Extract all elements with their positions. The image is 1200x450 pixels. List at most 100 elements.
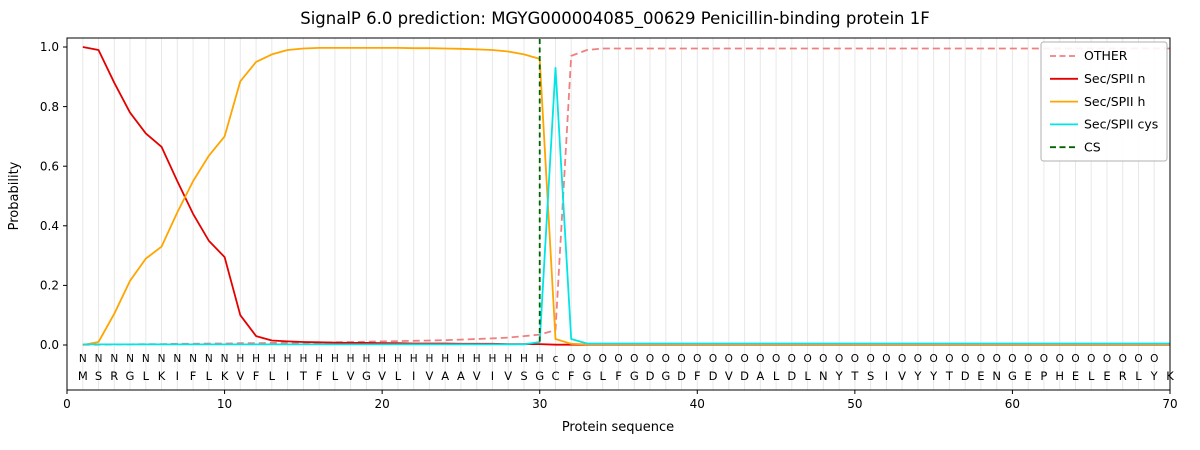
residue-letter: S: [95, 369, 102, 383]
y-tick-label: 0.2: [40, 279, 59, 293]
residue-letter: G: [1008, 369, 1017, 383]
region-label: H: [441, 353, 449, 365]
region-label: O: [1008, 353, 1016, 365]
series-line-sec-spii-cys: [82, 67, 1170, 346]
region-label: N: [221, 353, 229, 365]
region-label: O: [788, 353, 796, 365]
x-axis-label: Protein sequence: [562, 420, 674, 435]
region-label: O: [646, 353, 654, 365]
region-label: O: [567, 353, 575, 365]
region-label: O: [693, 353, 701, 365]
residue-letter: V: [236, 369, 244, 383]
region-label: O: [1150, 353, 1158, 365]
region-label: H: [394, 353, 402, 365]
residue-letter: E: [1072, 369, 1079, 383]
residue-letter: S: [520, 369, 527, 383]
residue-letter: L: [269, 369, 276, 383]
region-label: H: [378, 353, 386, 365]
residue-letter: F: [316, 369, 323, 383]
x-tick-label: 40: [690, 397, 705, 411]
residue-letter: L: [143, 369, 150, 383]
x-tick-label: 50: [847, 397, 862, 411]
region-label: O: [740, 353, 748, 365]
residue-letter: E: [977, 369, 984, 383]
residue-letter: I: [176, 369, 179, 383]
region-label: H: [347, 353, 355, 365]
residue-letter: V: [473, 369, 481, 383]
residue-letter: M: [78, 369, 88, 383]
region-label: O: [882, 353, 890, 365]
region-label: H: [284, 353, 292, 365]
residue-letter: K: [221, 369, 229, 383]
region-label: O: [662, 353, 670, 365]
region-label: O: [835, 353, 843, 365]
residue-letter: Y: [835, 369, 844, 383]
region-label: O: [1056, 353, 1064, 365]
residue-letter: R: [1119, 369, 1127, 383]
residue-letter: T: [299, 369, 308, 383]
x-ticks: 0 10 20 30 40 50 60 70: [63, 390, 1178, 411]
legend-box: [1040, 41, 1168, 162]
residue-letter: D: [740, 369, 749, 383]
region-label: O: [993, 353, 1001, 365]
region-label: O: [898, 353, 906, 365]
residue-letter: V: [504, 369, 512, 383]
residue-letter: T: [850, 369, 859, 383]
residue-letter: K: [158, 369, 166, 383]
residue-letter: D: [787, 369, 796, 383]
region-label: H: [425, 353, 433, 365]
region-label: H: [252, 353, 260, 365]
residue-letter: C: [551, 369, 559, 383]
region-label: O: [1087, 353, 1095, 365]
residue-letter: E: [1025, 369, 1032, 383]
residue-letter: S: [867, 369, 874, 383]
residue-letter: L: [804, 369, 811, 383]
residue-letter: L: [206, 369, 213, 383]
residue-letter: F: [253, 369, 260, 383]
region-label: N: [189, 353, 197, 365]
residue-letter: Y: [929, 369, 938, 383]
plot-border: [66, 37, 1171, 391]
y-tick-label: 0.4: [40, 219, 59, 233]
residue-letter: F: [190, 369, 197, 383]
region-label: O: [1119, 353, 1127, 365]
legend-item-other: OTHER: [1050, 48, 1128, 63]
region-label: O: [977, 353, 985, 365]
chart-root: 0 10 20 30 40 50 60 700.00.20.40.60.81.0N N N N N N N…: [40, 37, 1178, 411]
residue-letter: D: [646, 369, 655, 383]
region-label: O: [614, 353, 622, 365]
residue-letter: I: [286, 369, 289, 383]
residue-letter: L: [1088, 369, 1095, 383]
residue-letter: N: [992, 369, 1001, 383]
legend-label: Sec/SPII h: [1084, 94, 1145, 109]
legend-label: OTHER: [1084, 48, 1128, 63]
legend-item-sec-spii-cys: Sec/SPII cys: [1050, 117, 1158, 132]
region-label: O: [772, 353, 780, 365]
region-label: H: [268, 353, 276, 365]
x-tick-label: 20: [375, 397, 390, 411]
residue-letter: K: [1166, 369, 1174, 383]
region-label: N: [79, 353, 87, 365]
residue-letter: V: [725, 369, 733, 383]
chart-title: SignalP 6.0 prediction: MGYG000004085_00…: [300, 9, 930, 29]
residue-letter: N: [819, 369, 828, 383]
residue-letter: G: [362, 369, 371, 383]
y-axis-label: Probability: [7, 161, 22, 230]
series-line-sec-spii-h: [82, 47, 1170, 346]
gridlines: [82, 38, 1171, 390]
legend-label: CS: [1084, 139, 1101, 154]
x-tick-label: 0: [63, 397, 71, 411]
x-tick-label: 10: [217, 397, 232, 411]
region-label: H: [236, 353, 244, 365]
region-label: O: [1103, 353, 1111, 365]
region-label: N: [110, 353, 118, 365]
region-label: O: [756, 353, 764, 365]
legend-item-sec-spii-h: Sec/SPII h: [1050, 94, 1145, 109]
residue-letter: F: [615, 369, 622, 383]
y-tick-label: 0.0: [40, 338, 59, 352]
y-tick-label: 0.8: [40, 100, 59, 114]
residue-letter: L: [332, 369, 339, 383]
